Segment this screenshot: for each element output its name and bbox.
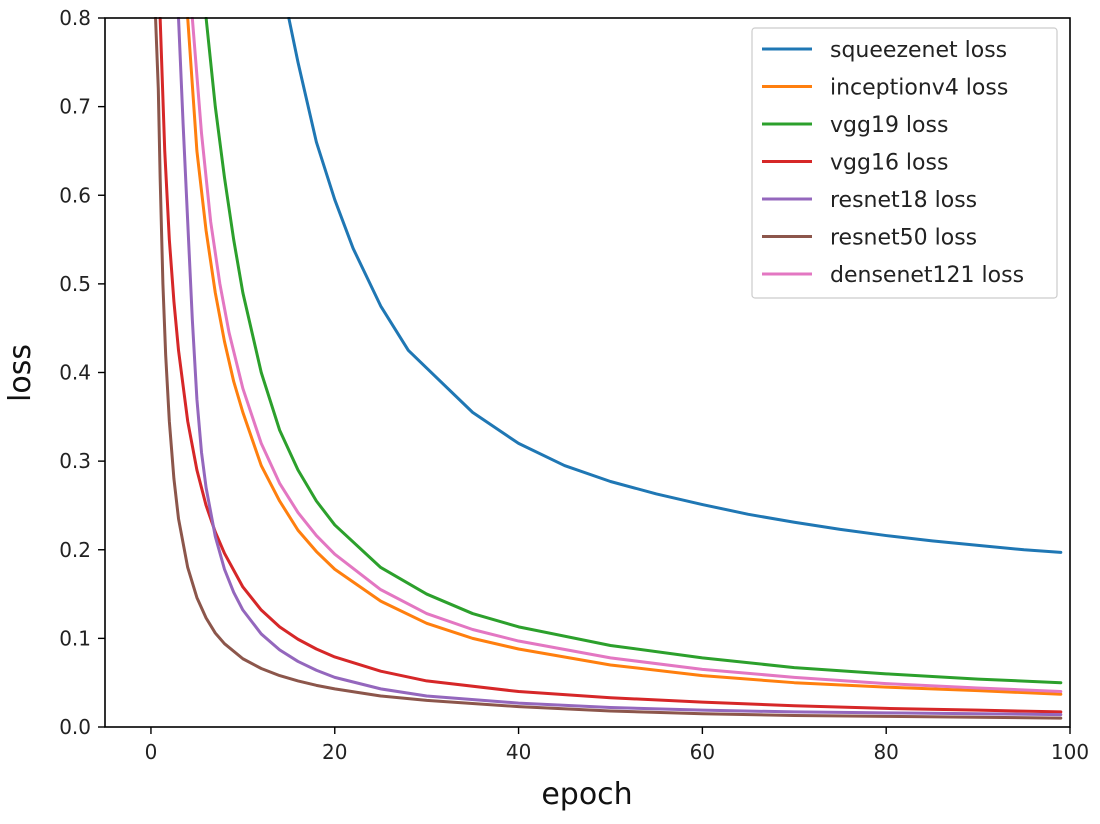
- x-tick-label: 100: [1051, 740, 1089, 764]
- legend-label: resnet18 loss: [830, 188, 977, 213]
- y-tick-label: 0.3: [59, 449, 91, 473]
- legend-label: squeezenet loss: [830, 38, 1007, 63]
- legend-entry-inceptionv4: inceptionv4 loss: [762, 76, 1008, 101]
- legend-entry-vgg19: vgg19 loss: [762, 113, 948, 138]
- x-tick-label: 80: [873, 740, 898, 764]
- x-tick-label: 40: [506, 740, 531, 764]
- y-tick-label: 0.7: [59, 95, 91, 119]
- x-tick-label: 60: [690, 740, 715, 764]
- y-tick-label: 0.0: [59, 715, 91, 739]
- y-tick-label: 0.8: [59, 6, 91, 30]
- series-layer: [154, 17, 1063, 720]
- y-tick-label: 0.5: [59, 272, 91, 296]
- legend-entry-resnet18: resnet18 loss: [762, 188, 977, 213]
- legend-entry-squeezenet: squeezenet loss: [762, 38, 1007, 63]
- x-tick-label: 0: [145, 740, 158, 764]
- series-line-resnet18: [177, 17, 1063, 717]
- series-line-vgg19: [204, 17, 1063, 685]
- y-axis-label: loss: [3, 344, 38, 402]
- y-tick-label: 0.2: [59, 538, 91, 562]
- legend: squeezenet loss inceptionv4 loss vgg19 los…: [751, 27, 1058, 299]
- y-tick-label: 0.6: [59, 183, 91, 207]
- legend-items: squeezenet loss inceptionv4 loss vgg19 los…: [762, 38, 1024, 288]
- legend-box: [751, 27, 1058, 299]
- series-line-vgg16: [158, 17, 1063, 714]
- ticks-layer: 0 20 40 60 80 100 0.0 0.1 0.2 0.3 0.4 0.5 0.6 0.7 0.8: [59, 6, 1089, 764]
- legend-entry-resnet50: resnet50 loss: [762, 226, 977, 251]
- legend-label: densenet121 loss: [830, 263, 1024, 288]
- series-line-squeezenet: [287, 17, 1063, 554]
- x-tick-label: 20: [322, 740, 347, 764]
- series-line-densenet121: [190, 17, 1063, 694]
- y-tick-label: 0.1: [59, 626, 91, 650]
- series-line-resnet50: [154, 17, 1063, 720]
- legend-label: vgg19 loss: [830, 113, 948, 138]
- series-line-inceptionv4: [186, 17, 1063, 696]
- legend-entry-densenet121: densenet121 loss: [762, 263, 1024, 288]
- y-tick-label: 0.4: [59, 361, 91, 385]
- legend-label: inceptionv4 loss: [830, 76, 1008, 101]
- x-axis-label: epoch: [541, 777, 632, 812]
- legend-label: resnet50 loss: [830, 226, 977, 251]
- legend-label: vgg16 loss: [830, 151, 948, 176]
- legend-entry-vgg16: vgg16 loss: [762, 151, 948, 176]
